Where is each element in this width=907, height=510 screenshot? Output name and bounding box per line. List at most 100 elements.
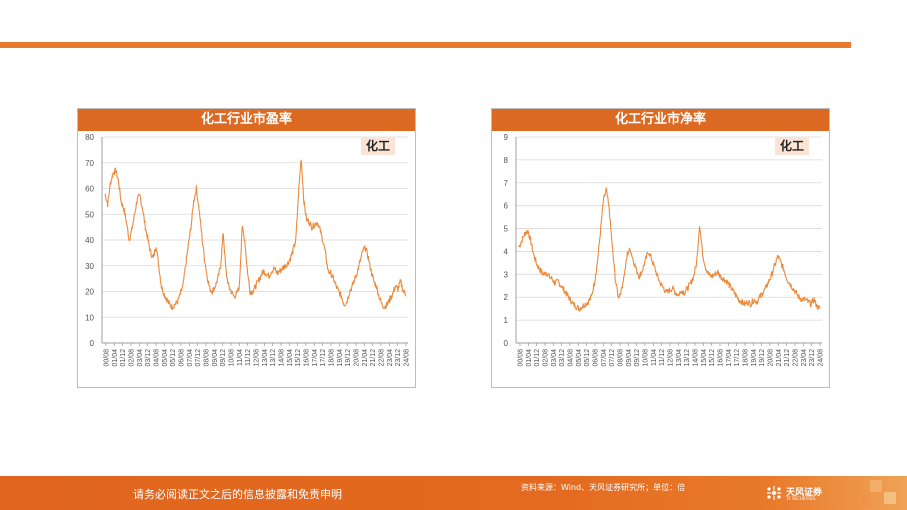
pb-xtick-label: 16/08 [718, 349, 725, 367]
pb-series-line [518, 187, 821, 312]
pe-xtick-label: 00/08 [104, 349, 111, 367]
pb-ytick-label: 5 [504, 225, 509, 234]
pe-xtick-label: 06/08 [179, 349, 186, 367]
pe-xtick-label: 08/08 [204, 349, 211, 367]
pb-xtick-label: 09/12 [634, 349, 641, 367]
pb-xtick-label: 02/08 [543, 349, 550, 367]
pe-xtick-label: 12/08 [254, 349, 261, 367]
pe-xtick-label: 20/08 [354, 349, 361, 367]
pb-ytick-label: 4 [504, 247, 509, 256]
pb-xtick-label: 04/08 [568, 349, 575, 367]
pe-series-label: 化工 [366, 138, 390, 153]
disclaimer-text: 请务必阅读正文之后的信息披露和免责申明 [133, 488, 342, 501]
pb-xtick-label: 01/04 [526, 349, 533, 367]
pe-xtick-label: 09/04 [212, 349, 219, 367]
pe-ytick-label: 0 [90, 339, 95, 348]
pe-xtick-label: 14/08 [279, 349, 286, 367]
pe-ytick-label: 60 [85, 185, 94, 194]
pb-series-label-box [775, 137, 809, 155]
pb-xtick-label: 06/08 [593, 349, 600, 367]
pb-xtick-label: 19/12 [759, 349, 766, 367]
pb-xtick-label: 05/12 [584, 349, 591, 367]
pe-xtick-label: 24/08 [404, 349, 411, 367]
pe-xtick-label: 03/04 [137, 349, 144, 367]
top-accent-bar [0, 42, 851, 48]
pb-chart-panel: 化工行业市净率 0 1 2 3 4 5 6 7 8 9 00/08 01/04 01/12 02/08 03… [491, 108, 830, 388]
pb-xtick-label: 05/04 [576, 349, 583, 367]
pb-xtick-label: 15/12 [709, 349, 716, 367]
pe-ytick-label: 30 [85, 262, 94, 271]
pb-xtick-label: 11/12 [659, 349, 666, 366]
pe-xtick-label: 01/04 [112, 349, 119, 367]
pb-xtick-label: 21/04 [776, 349, 783, 367]
pe-xtick-label: 18/08 [329, 349, 336, 367]
pe-series-line [104, 159, 407, 311]
pe-chart-panel: 化工行业市盈率 0 10 20 30 40 50 60 70 80 00/08 01/04 01/12… [77, 108, 416, 388]
pb-xtick-label: 12/08 [668, 349, 675, 367]
pb-xtick-label: 07/04 [601, 349, 608, 367]
pe-xtick-label: 02/08 [129, 349, 136, 367]
pe-ytick-label: 40 [85, 236, 94, 245]
pe-ytick-label: 50 [85, 210, 94, 219]
footer-gradient [0, 476, 907, 510]
pb-xtick-label: 09/04 [626, 349, 633, 367]
pb-ytick-label: 2 [504, 293, 509, 302]
pb-xtick-label: 18/08 [743, 349, 750, 367]
pb-xtick-label: 10/08 [643, 349, 650, 367]
pe-ytick-label: 20 [85, 288, 94, 297]
pe-xtick-label: 07/04 [187, 349, 194, 367]
pb-ytick-label: 9 [504, 133, 509, 142]
footer-bar: 请务必阅读正文之后的信息披露和免责申明 资料来源：Wind、天风证券研究所；单位… [0, 476, 907, 510]
pe-xtick-label: 11/12 [245, 349, 252, 366]
corner-decoration [870, 480, 882, 492]
pb-ytick-label: 7 [504, 179, 509, 188]
pe-chart-title: 化工行业市盈率 [78, 109, 415, 131]
pb-ytick-label: 1 [504, 316, 509, 325]
pb-ytick-label: 3 [504, 270, 509, 279]
pe-xtick-label: 11/04 [237, 349, 244, 366]
pb-series-label: 化工 [780, 138, 804, 153]
pb-xtick-label: 13/12 [684, 349, 691, 367]
pb-xtick-label: 15/04 [701, 349, 708, 367]
source-note: 资料来源：Wind、天风证券研究所；单位：倍 [521, 483, 686, 492]
pb-ytick-label: 8 [504, 156, 509, 165]
pb-xtick-label: 24/08 [818, 349, 825, 367]
pb-chart-title: 化工行业市净率 [492, 109, 829, 131]
pb-chart-svg: 0 1 2 3 4 5 6 7 8 9 00/08 01/04 01/12 02/08 03/04 03/12… [504, 133, 825, 367]
pe-xtick-label: 17/12 [320, 349, 327, 367]
pb-xtick-label: 07/12 [609, 349, 616, 367]
pe-series-label-box [361, 137, 395, 155]
pb-xtick-label: 14/08 [693, 349, 700, 367]
pb-xtick-label: 19/04 [751, 349, 758, 367]
pe-ytick-label: 80 [85, 133, 94, 142]
pe-xtick-label: 16/08 [304, 349, 311, 367]
pb-xtick-label: 13/04 [676, 349, 683, 367]
pb-ytick-label: 0 [504, 339, 509, 348]
logo-text: 天风证券 [786, 488, 823, 498]
logo-mark-icon [767, 486, 781, 500]
pb-xtick-label: 01/12 [534, 349, 541, 367]
pe-xtick-label: 15/12 [295, 349, 302, 367]
pe-xtick-label: 01/12 [120, 349, 127, 367]
pb-xtick-label: 21/12 [784, 349, 791, 367]
pb-xtick-label: 22/08 [793, 349, 800, 367]
pb-ytick-label: 6 [504, 202, 509, 211]
corner-decoration [884, 492, 896, 504]
pe-xtick-label: 13/12 [270, 349, 277, 367]
pe-xtick-label: 15/04 [287, 349, 294, 367]
pe-xtick-label: 22/08 [379, 349, 386, 367]
pb-xtick-label: 08/08 [618, 349, 625, 367]
pb-xtick-label: 03/04 [551, 349, 558, 367]
pe-xtick-label: 23/04 [387, 349, 394, 367]
pe-xtick-label: 09/12 [220, 349, 227, 367]
pb-xtick-label: 23/12 [809, 349, 816, 367]
pe-xtick-label: 13/04 [262, 349, 269, 367]
pe-xtick-label: 17/04 [312, 349, 319, 367]
pe-ytick-label: 70 [85, 159, 94, 168]
pb-xtick-label: 11/04 [651, 349, 658, 366]
pe-xtick-label: 03/12 [145, 349, 152, 367]
pe-xtick-label: 19/12 [345, 349, 352, 367]
pe-xtick-label: 23/12 [395, 349, 402, 367]
pe-xtick-label: 10/08 [229, 349, 236, 367]
